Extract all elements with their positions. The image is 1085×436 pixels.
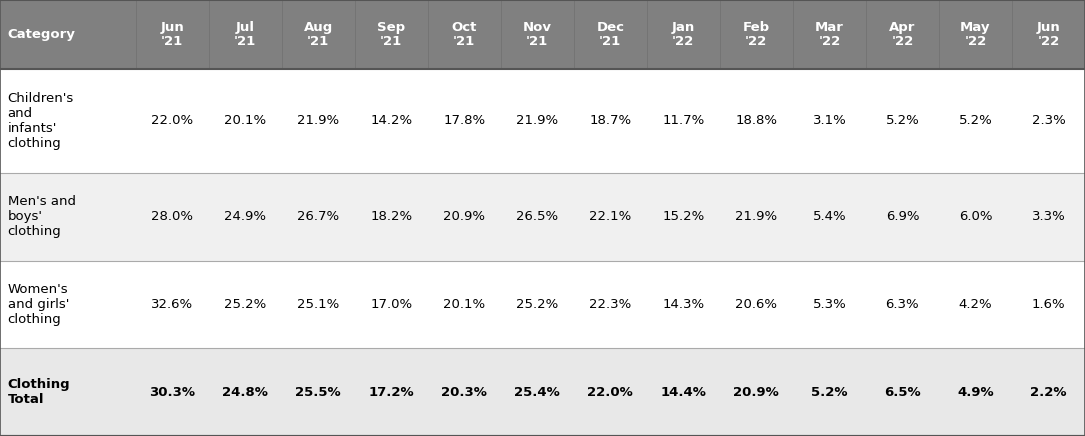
Text: Feb
'22: Feb '22 [743, 20, 770, 48]
Text: 22.0%: 22.0% [587, 386, 634, 399]
Bar [208, 0, 282, 69]
Text: 17.8%: 17.8% [443, 114, 485, 127]
Bar [0, 69, 1085, 173]
Text: 3.1%: 3.1% [813, 114, 846, 127]
Text: 5.3%: 5.3% [813, 298, 846, 311]
Text: 26.5%: 26.5% [516, 210, 559, 223]
Text: Men's and
boys'
clothing: Men's and boys' clothing [8, 195, 76, 238]
Text: 3.3%: 3.3% [1032, 210, 1065, 223]
Text: 14.3%: 14.3% [662, 298, 704, 311]
Text: 17.0%: 17.0% [370, 298, 412, 311]
Bar [501, 0, 574, 69]
Text: Women's
and girls'
clothing: Women's and girls' clothing [8, 283, 69, 326]
Text: Category: Category [8, 28, 76, 41]
Text: Jun
'22: Jun '22 [1036, 20, 1060, 48]
Bar [574, 0, 647, 69]
Text: 30.3%: 30.3% [149, 386, 195, 399]
Text: 5.2%: 5.2% [958, 114, 993, 127]
Text: 18.2%: 18.2% [370, 210, 412, 223]
Text: 5.2%: 5.2% [812, 386, 847, 399]
Bar [0, 261, 1085, 348]
Text: Aug
'21: Aug '21 [304, 20, 333, 48]
Text: 25.4%: 25.4% [514, 386, 560, 399]
Text: 14.2%: 14.2% [370, 114, 412, 127]
Text: 20.6%: 20.6% [736, 298, 777, 311]
Text: Children's
and
infants'
clothing: Children's and infants' clothing [8, 92, 74, 150]
Text: 4.2%: 4.2% [959, 298, 993, 311]
Text: Clothing
Total: Clothing Total [8, 378, 71, 406]
Bar [0, 173, 1085, 261]
Text: 18.7%: 18.7% [589, 114, 631, 127]
Text: 28.0%: 28.0% [151, 210, 193, 223]
Text: 2.3%: 2.3% [1032, 114, 1065, 127]
Text: Sep
'21: Sep '21 [378, 20, 406, 48]
Bar [793, 0, 866, 69]
Bar [647, 0, 719, 69]
Text: 21.9%: 21.9% [736, 210, 778, 223]
Text: 24.8%: 24.8% [222, 386, 268, 399]
Text: Dec
'21: Dec '21 [597, 20, 624, 48]
Text: 20.1%: 20.1% [225, 114, 266, 127]
Text: 18.8%: 18.8% [736, 114, 777, 127]
Text: 14.4%: 14.4% [661, 386, 706, 399]
Text: 5.2%: 5.2% [885, 114, 919, 127]
Text: 22.3%: 22.3% [589, 298, 631, 311]
Text: Mar
'22: Mar '22 [815, 20, 844, 48]
Bar [939, 0, 1012, 69]
Text: Jul
'21: Jul '21 [234, 20, 256, 48]
Bar [355, 0, 427, 69]
Text: 4.9%: 4.9% [957, 386, 994, 399]
Text: 22.0%: 22.0% [151, 114, 193, 127]
Text: 25.1%: 25.1% [297, 298, 340, 311]
Bar [282, 0, 355, 69]
Bar [719, 0, 793, 69]
Text: May
'22: May '22 [960, 20, 991, 48]
Bar [0, 0, 136, 69]
Text: 11.7%: 11.7% [662, 114, 704, 127]
Text: 25.2%: 25.2% [516, 298, 559, 311]
Text: 6.5%: 6.5% [884, 386, 921, 399]
Text: 32.6%: 32.6% [151, 298, 193, 311]
Text: 20.1%: 20.1% [443, 298, 485, 311]
Text: 25.5%: 25.5% [295, 386, 341, 399]
Text: 6.9%: 6.9% [885, 210, 919, 223]
Text: 1.6%: 1.6% [1032, 298, 1065, 311]
Text: 20.3%: 20.3% [442, 386, 487, 399]
Text: Nov
'21: Nov '21 [523, 20, 552, 48]
Bar [866, 0, 939, 69]
Bar [136, 0, 208, 69]
Text: 6.3%: 6.3% [885, 298, 919, 311]
Bar [1012, 0, 1085, 69]
Text: 22.1%: 22.1% [589, 210, 631, 223]
Bar [0, 348, 1085, 436]
Text: Apr
'22: Apr '22 [890, 20, 916, 48]
Text: 20.9%: 20.9% [444, 210, 485, 223]
Text: 20.9%: 20.9% [733, 386, 779, 399]
Text: Jan
'22: Jan '22 [672, 20, 695, 48]
Text: 2.2%: 2.2% [1031, 386, 1067, 399]
Text: 24.9%: 24.9% [225, 210, 266, 223]
Text: Jun
'21: Jun '21 [161, 20, 184, 48]
Text: 6.0%: 6.0% [959, 210, 992, 223]
Bar [427, 0, 501, 69]
Text: 5.4%: 5.4% [813, 210, 846, 223]
Text: Oct
'21: Oct '21 [451, 20, 477, 48]
Text: 26.7%: 26.7% [297, 210, 340, 223]
Text: 25.2%: 25.2% [224, 298, 266, 311]
Text: 17.2%: 17.2% [369, 386, 414, 399]
Text: 15.2%: 15.2% [662, 210, 704, 223]
Text: 21.9%: 21.9% [297, 114, 340, 127]
Text: 21.9%: 21.9% [516, 114, 559, 127]
